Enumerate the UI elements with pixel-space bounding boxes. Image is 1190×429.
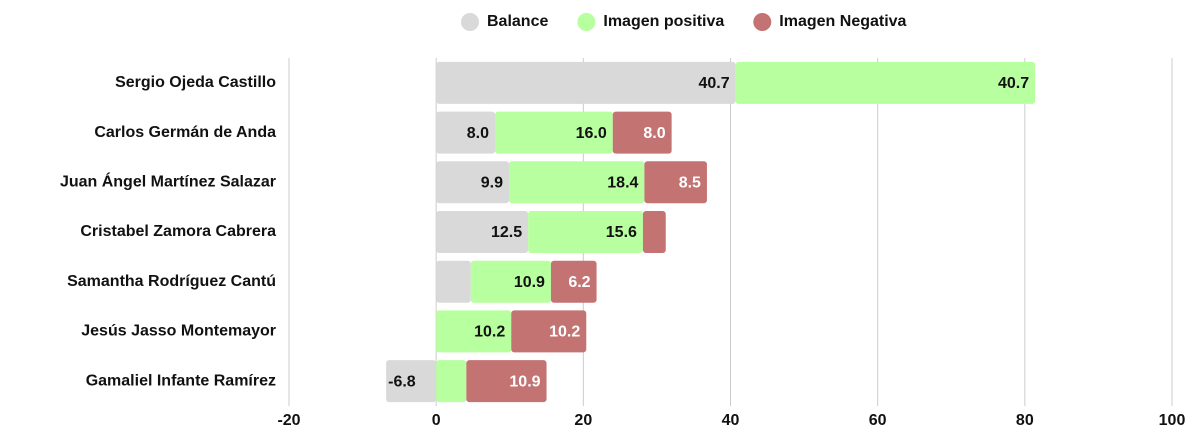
bar-segment [436,310,512,353]
category-label: Samantha Rodríguez Cantú [67,273,276,290]
bar-segment [642,211,666,253]
value-label: 9.9 [481,175,503,192]
value-label: -6.8 [388,373,416,390]
legend-label: Imagen positiva [603,13,724,30]
bar-segment [511,310,587,353]
value-label: 15.6 [606,224,637,241]
legend-swatch [753,13,772,31]
value-label: 12.5 [491,224,522,241]
bar-segment [436,360,467,403]
bar-segment [470,260,551,303]
bar-segment [436,161,510,204]
bar-segment [466,360,547,403]
category-label: Juan Ángel Martínez Salazar [60,172,276,191]
value-label: 40.7 [699,75,730,92]
value-label: 10.9 [509,373,540,390]
bar-segment [436,111,496,154]
bar-segment [436,61,736,104]
value-label: 18.4 [607,175,638,192]
x-tick-label: 0 [432,412,441,429]
bar-segment [644,161,707,204]
bar-segment [436,211,529,253]
value-label: 6.2 [568,274,590,291]
value-label: 10.2 [474,324,505,341]
value-label: 8.0 [467,125,489,142]
bar-segment [509,161,645,204]
category-label: Jesús Jasso Montemayor [81,323,276,340]
category-label: Carlos Germán de Anda [94,124,276,141]
legend-swatch [461,13,479,31]
category-label: Gamaliel Infante Ramírez [86,372,276,389]
legend-label: Balance [487,13,548,30]
x-tick-label: 100 [1159,412,1186,429]
value-label: 8.5 [679,175,701,192]
category-label: Sergio Ojeda Castillo [115,74,276,91]
bar-segment [495,111,613,154]
bar-segment [735,61,1036,104]
bar-segment [436,260,471,303]
value-label: 40.7 [998,75,1029,92]
value-label: 10.9 [514,274,545,291]
x-tick-label: 60 [869,412,887,429]
value-label: 16.0 [576,125,607,142]
legend-label: Imagen Negativa [779,13,906,30]
value-label: 10.2 [549,324,580,341]
bar-segment [386,360,437,403]
category-label: Cristabel Zamora Cabrera [80,223,276,240]
bar-segment [612,111,672,154]
legend-swatch [577,13,596,31]
x-tick-label: 20 [574,412,592,429]
bar-segment [550,260,597,303]
x-tick-label: 80 [1016,412,1034,429]
x-tick-label: 40 [722,412,740,429]
bar-segment [528,211,643,253]
x-tick-label: -20 [277,412,300,429]
value-label: 8.0 [643,125,665,142]
